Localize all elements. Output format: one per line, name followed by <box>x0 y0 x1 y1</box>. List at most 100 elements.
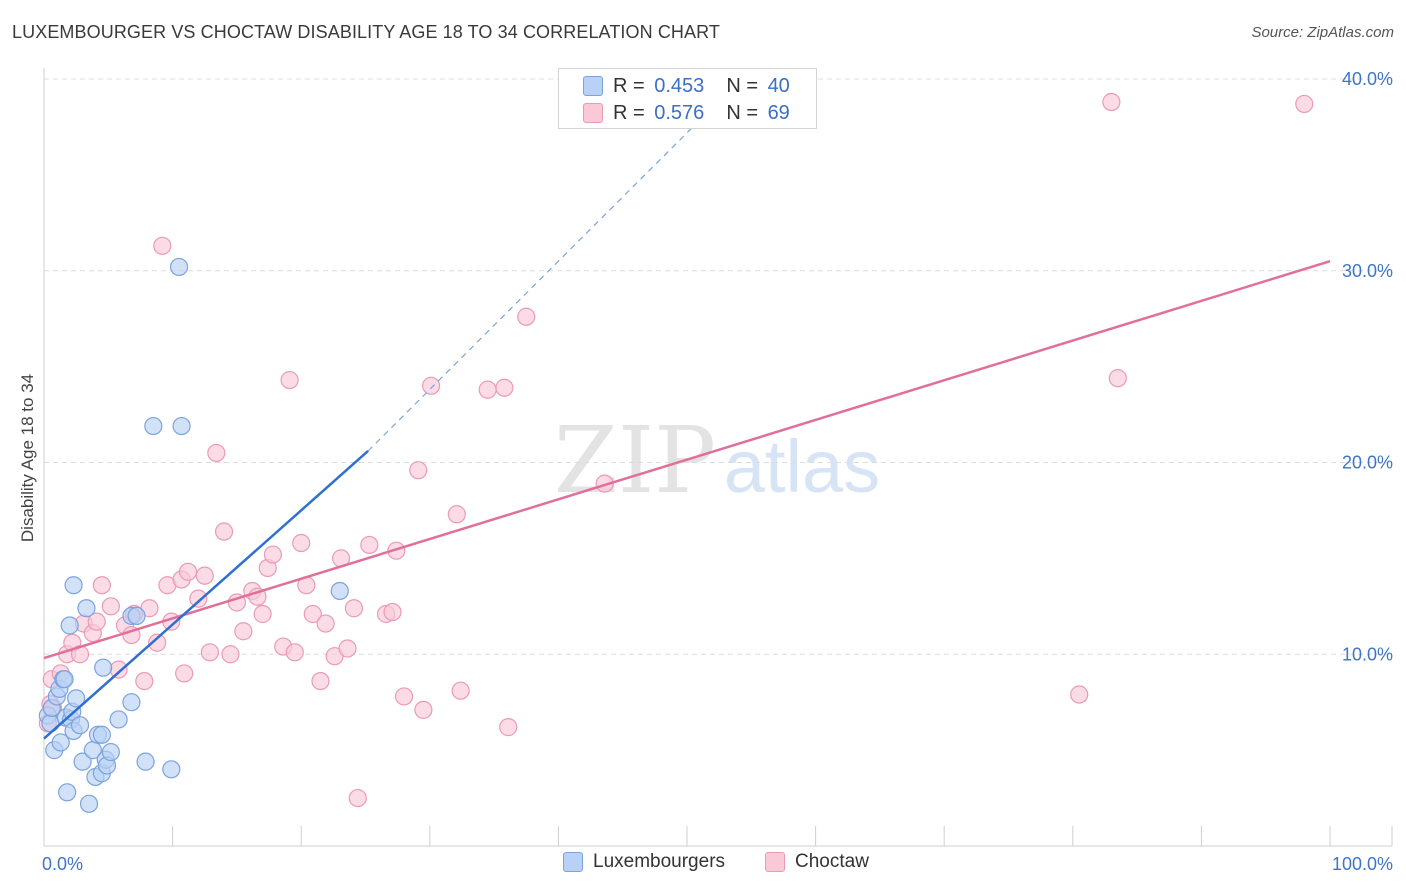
choctaw-point <box>178 562 198 581</box>
choctaw-point <box>148 633 167 652</box>
trend-lines <box>43 93 1331 740</box>
choctaw-point <box>360 535 379 555</box>
choctaw-point <box>409 461 428 480</box>
legend-n-value: 69 <box>767 101 790 124</box>
luxembourger-point <box>70 716 90 735</box>
luxembourger-point <box>55 670 74 689</box>
luxembourger-point <box>79 794 99 813</box>
luxembourger-point <box>136 752 155 771</box>
x-tick-label: 0.0% <box>42 854 83 874</box>
legend-item-luxembourgers: Luxembourgers <box>563 851 725 873</box>
luxembourger-point <box>60 616 79 635</box>
legend-swatch-blue <box>563 852 583 872</box>
choctaw-point <box>195 566 214 585</box>
source-label: Source: ZipAtlas.com <box>1251 24 1394 41</box>
choctaw-point <box>1295 94 1314 114</box>
choctaw-point <box>175 664 194 683</box>
choctaw-point <box>311 671 330 691</box>
grid <box>44 78 1392 655</box>
choctaw-point <box>451 681 470 700</box>
chart-title: LUXEMBOURGER VS CHOCTAW DISABILITY AGE 1… <box>12 22 720 42</box>
stats-legend: R = 0.453 N = 40 R = 0.576 N = 69 <box>558 68 817 129</box>
y-tick-label: 10.0% <box>1342 644 1393 664</box>
choctaw-point <box>421 376 441 395</box>
choctaw-point <box>285 643 304 662</box>
x-tick-label: 100.0% <box>1332 854 1393 874</box>
choctaw-point <box>189 589 208 608</box>
legend-swatch-blue <box>583 76 603 96</box>
legend-row-choctaw: R = 0.576 N = 69 <box>583 100 790 126</box>
luxembourger-trend-extension <box>367 93 727 452</box>
choctaw-point <box>135 671 154 691</box>
choctaw-trend-line <box>43 259 1331 660</box>
choctaw-point <box>478 380 497 399</box>
choctaw-point <box>316 614 335 633</box>
choctaw-point <box>517 307 536 326</box>
choctaw-point <box>234 622 253 641</box>
choctaw-point <box>253 604 272 624</box>
legend-n-label: N = <box>726 74 764 97</box>
luxembourger-point <box>77 599 96 618</box>
luxembourger-point <box>58 783 77 802</box>
luxembourger-point <box>109 710 128 729</box>
luxembourger-points <box>38 257 349 813</box>
legend-row-luxembourgers: R = 0.453 N = 40 <box>583 73 790 99</box>
legend-n-value: 40 <box>767 74 790 97</box>
choctaw-point <box>1102 92 1121 112</box>
series-legend: Luxembourgers Choctaw <box>0 851 1406 877</box>
choctaw-point <box>383 602 402 622</box>
choctaw-point <box>499 718 518 737</box>
choctaw-point <box>344 599 364 618</box>
choctaw-point <box>394 687 414 706</box>
luxembourger-point <box>122 693 141 712</box>
luxembourger-point <box>94 658 113 677</box>
choctaw-point <box>280 370 299 390</box>
legend-n-label: N = <box>726 101 764 124</box>
luxembourger-point <box>172 416 191 436</box>
luxembourger-point <box>64 576 83 595</box>
luxembourger-point <box>127 606 146 626</box>
choctaw-point <box>495 378 514 397</box>
choctaw-point <box>207 443 226 463</box>
luxembourger-point <box>101 742 120 762</box>
luxembourger-point <box>51 733 70 752</box>
choctaw-point <box>338 639 357 658</box>
choctaw-point <box>447 505 466 524</box>
luxembourger-point <box>144 416 163 436</box>
choctaw-point <box>414 700 433 719</box>
luxembourger-trend-line <box>43 450 369 740</box>
luxembourger-point <box>330 581 349 601</box>
y-tick-label: 30.0% <box>1342 261 1393 281</box>
legend-item-choctaw: Choctaw <box>765 851 869 873</box>
choctaw-point <box>292 533 311 553</box>
choctaw-point <box>101 597 120 616</box>
choctaw-point <box>221 645 240 664</box>
choctaw-point <box>153 236 172 255</box>
legend-swatch-pink <box>765 852 785 872</box>
y-tick-label: 40.0% <box>1342 69 1393 89</box>
axes <box>43 68 1393 847</box>
legend-swatch-pink <box>583 103 603 123</box>
legend-r-label: R = <box>613 101 651 124</box>
legend-r-label: R = <box>613 74 651 97</box>
luxembourger-point <box>169 257 189 277</box>
choctaw-point <box>200 643 219 662</box>
choctaw-point <box>348 788 367 808</box>
choctaw-point <box>1070 685 1089 704</box>
luxembourger-point <box>92 725 111 744</box>
choctaw-point <box>1108 369 1127 388</box>
choctaw-point <box>303 604 322 624</box>
watermark: ZIP atlas <box>554 407 880 514</box>
luxembourger-point <box>162 760 181 779</box>
legend-r-value: 0.453 <box>654 74 705 97</box>
watermark-zip: ZIP <box>554 407 716 514</box>
choctaw-point <box>92 576 111 595</box>
choctaw-point <box>263 545 283 564</box>
choctaw-point <box>87 612 106 631</box>
luxembourger-point <box>73 752 92 771</box>
legend-r-value: 0.576 <box>654 101 705 124</box>
choctaw-point <box>109 660 128 679</box>
legend-label: Luxembourgers <box>593 851 726 872</box>
tick-labels: 10.0% 20.0% 30.0% 40.0% 0.0% 100.0% <box>42 69 1393 874</box>
